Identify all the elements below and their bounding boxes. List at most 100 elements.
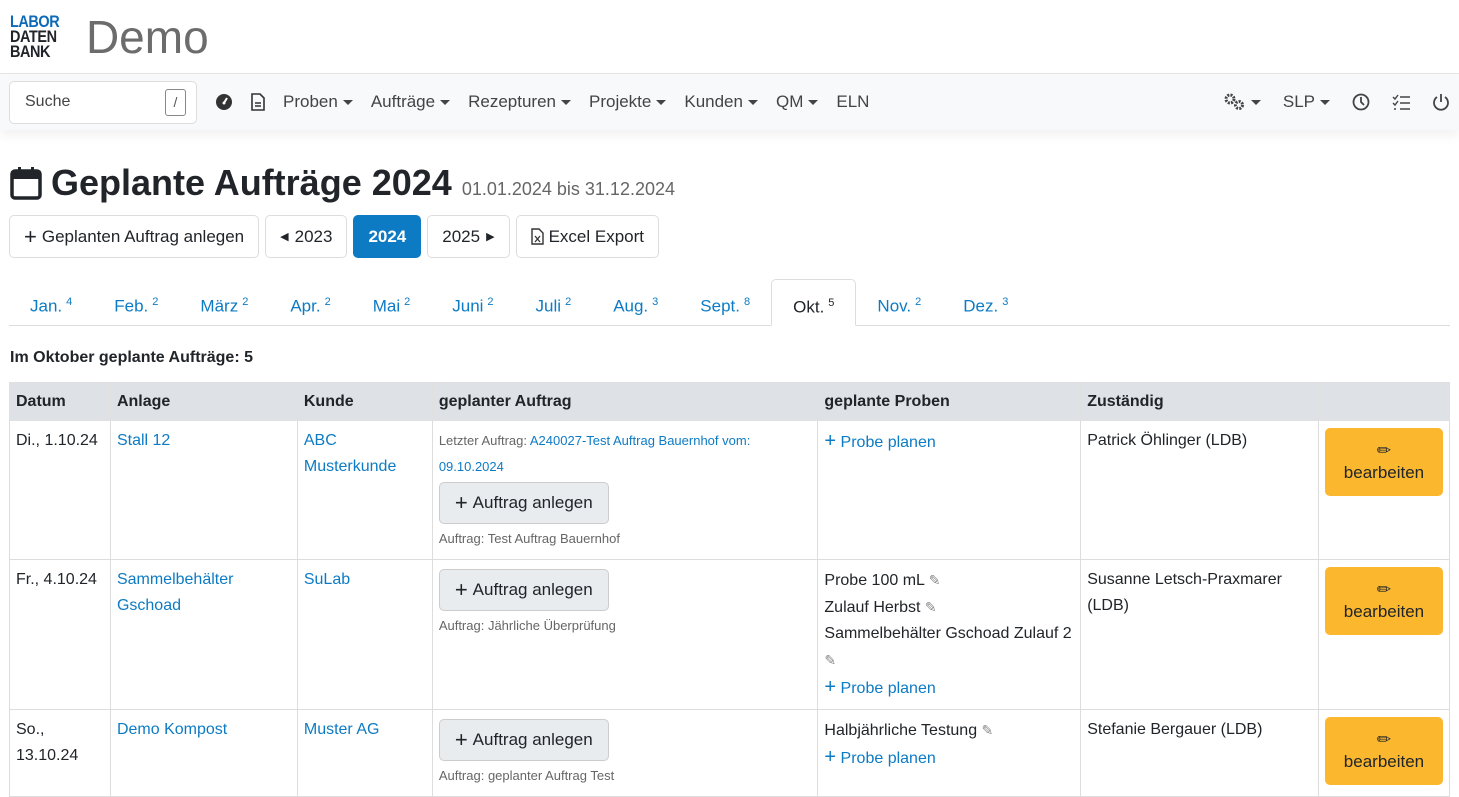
- tab-month[interactable]: Nov. 2: [877, 296, 922, 316]
- settings-gears-icon[interactable]: [1224, 93, 1261, 111]
- user-menu[interactable]: SLP: [1283, 92, 1330, 112]
- month-tabs: Jan. 4 Feb. 2 März 2 Apr. 2 Mai 2 Juni 2 Juli 2 Aug. 3 S…: [9, 279, 1450, 326]
- planned-orders-table: Datum Anlage Kunde geplanter Auftrag geplant…: [9, 382, 1451, 797]
- table-row: Fr., 4.10.24 Sammelbehälter Gschoad SuLa…: [9, 559, 1451, 710]
- tab-month[interactable]: Juli 2: [535, 296, 572, 316]
- date-cell: So., 13.10.24: [9, 709, 111, 797]
- edit-pencil-icon[interactable]: ✎: [981, 722, 994, 738]
- create-order-button[interactable]: + Auftrag anlegen: [438, 569, 609, 611]
- menu-rezepturen[interactable]: Rezepturen: [468, 92, 571, 112]
- search-input[interactable]: Suche /: [9, 80, 197, 124]
- calendar-icon: [10, 167, 42, 200]
- prev-year-button[interactable]: ◀ 2023: [265, 215, 348, 258]
- next-year-button[interactable]: 2025 ▶: [427, 215, 510, 258]
- tab-count: 3: [1002, 296, 1009, 308]
- column-header: Zuständig: [1080, 382, 1319, 421]
- tab-count: 2: [242, 296, 249, 308]
- tab-month[interactable]: Mai 2: [372, 296, 411, 316]
- column-header: geplanter Auftrag: [431, 382, 819, 421]
- column-header: [1317, 382, 1451, 421]
- logo[interactable]: LABOR DATEN BANK: [10, 12, 60, 61]
- column-header: Kunde: [296, 382, 433, 421]
- planned-sample: Sammelbehälter Gschoad Zulauf 2 ✎: [824, 625, 1072, 668]
- column-header: Anlage: [109, 382, 298, 421]
- tab-month[interactable]: Juni 2: [452, 296, 494, 316]
- excel-export-button[interactable]: Excel Export: [515, 215, 659, 258]
- tab-count: 8: [744, 296, 751, 308]
- tasks-icon[interactable]: [1392, 94, 1410, 110]
- tab-count: 4: [66, 296, 73, 308]
- pencil-icon: ✏: [1376, 580, 1392, 599]
- tab-month[interactable]: Jan. 4: [30, 296, 73, 316]
- menu-kunden[interactable]: Kunden: [684, 92, 758, 112]
- edit-pencil-icon[interactable]: ✎: [824, 652, 837, 668]
- responsible-cell: Susanne Letsch-Praxmarer (LDB): [1080, 559, 1319, 710]
- tab-month[interactable]: März 2: [200, 296, 249, 316]
- tab-month[interactable]: Dez. 3: [963, 296, 1009, 316]
- create-order-button[interactable]: + Auftrag anlegen: [438, 482, 609, 524]
- edit-pencil-icon[interactable]: ✎: [928, 572, 941, 588]
- table-row: So., 13.10.24 Demo Kompost Muster AG + Au…: [9, 709, 1451, 797]
- edit-button[interactable]: ✏ bearbeiten: [1324, 717, 1443, 785]
- clock-icon[interactable]: [1352, 93, 1370, 111]
- edit-button[interactable]: ✏ bearbeiten: [1324, 428, 1443, 496]
- navbar: Suche / Proben Aufträge Rezepturen Proje…: [0, 74, 1459, 130]
- column-header: geplante Proben: [817, 382, 1082, 421]
- tab-count: 2: [565, 296, 572, 308]
- tab-month[interactable]: Feb. 2: [114, 296, 159, 316]
- menu-eln[interactable]: ELN: [836, 92, 870, 111]
- menu-projekte[interactable]: Projekte: [589, 92, 667, 112]
- app-header: LABOR DATEN BANK Demo: [0, 0, 1459, 74]
- responsible-cell: Patrick Öhlinger (LDB): [1080, 420, 1319, 560]
- facility-link[interactable]: Sammelbehälter Gschoad: [116, 571, 234, 614]
- tab-count: 2: [915, 296, 922, 308]
- menu-qm[interactable]: QM: [776, 92, 819, 112]
- plan-sample-link[interactable]: + Probe planen: [824, 430, 936, 452]
- tab-count: 2: [152, 296, 159, 308]
- current-year-button[interactable]: 2024: [353, 215, 422, 258]
- tab-month[interactable]: Apr. 2: [290, 296, 331, 316]
- tab-month[interactable]: Aug. 3: [613, 296, 659, 316]
- customer-link[interactable]: ABC Musterkunde: [303, 432, 397, 475]
- column-header: Datum: [9, 382, 111, 421]
- tab-count: 2: [324, 296, 331, 308]
- order-name: Auftrag: Test Auftrag Bauernhof: [438, 531, 620, 546]
- pencil-icon: ✏: [1376, 730, 1392, 749]
- document-icon[interactable]: [251, 93, 265, 111]
- page-title: Geplante Aufträge 2024 01.01.2024 bis 31…: [10, 162, 675, 204]
- new-planned-order-button[interactable]: + Geplanten Auftrag anlegen: [9, 215, 260, 258]
- responsible-cell: Stefanie Bergauer (LDB): [1080, 709, 1319, 797]
- customer-link[interactable]: SuLab: [303, 571, 351, 588]
- date-cell: Di., 1.10.24: [9, 420, 111, 560]
- planned-sample: Probe 100 mL ✎: [824, 572, 941, 589]
- date-cell: Fr., 4.10.24: [9, 559, 111, 710]
- tab-count: 3: [652, 296, 659, 308]
- app-name: Demo: [85, 10, 209, 63]
- edit-pencil-icon[interactable]: ✎: [924, 599, 937, 615]
- pencil-icon: ✏: [1376, 441, 1392, 460]
- create-order-button[interactable]: + Auftrag anlegen: [438, 719, 609, 761]
- order-name: Auftrag: geplanter Auftrag Test: [438, 768, 615, 783]
- power-icon[interactable]: [1432, 93, 1450, 111]
- facility-link[interactable]: Stall 12: [116, 432, 171, 449]
- menu-proben[interactable]: Proben: [283, 92, 353, 112]
- facility-link[interactable]: Demo Kompost: [116, 721, 228, 738]
- customer-link[interactable]: Muster AG: [303, 721, 380, 738]
- last-order-link[interactable]: A240027-Test Auftrag Bauernhof vom: 09.1…: [438, 433, 751, 474]
- plan-sample-link[interactable]: + Probe planen: [824, 746, 936, 768]
- menu-auftraege[interactable]: Aufträge: [371, 92, 451, 112]
- table-row: Di., 1.10.24 Stall 12 ABC Musterkunde Le…: [9, 420, 1451, 560]
- dashboard-icon[interactable]: [215, 93, 233, 111]
- tab-count: 5: [828, 297, 835, 309]
- excel-file-icon: [530, 228, 544, 245]
- planned-sample: Zulauf Herbst ✎: [824, 599, 937, 616]
- date-range: 01.01.2024 bis 31.12.2024: [461, 179, 675, 199]
- edit-button[interactable]: ✏ bearbeiten: [1324, 567, 1443, 635]
- tab-month[interactable]: Okt. 5: [771, 279, 857, 326]
- plan-sample-link[interactable]: + Probe planen: [824, 676, 936, 698]
- search-shortcut: /: [165, 88, 186, 116]
- month-count-label: Im Oktober geplante Aufträge: 5: [10, 349, 253, 366]
- tab-month[interactable]: Sept. 8: [700, 296, 751, 316]
- order-name: Auftrag: Jährliche Überprüfung: [438, 618, 616, 633]
- tab-count: 2: [487, 296, 494, 308]
